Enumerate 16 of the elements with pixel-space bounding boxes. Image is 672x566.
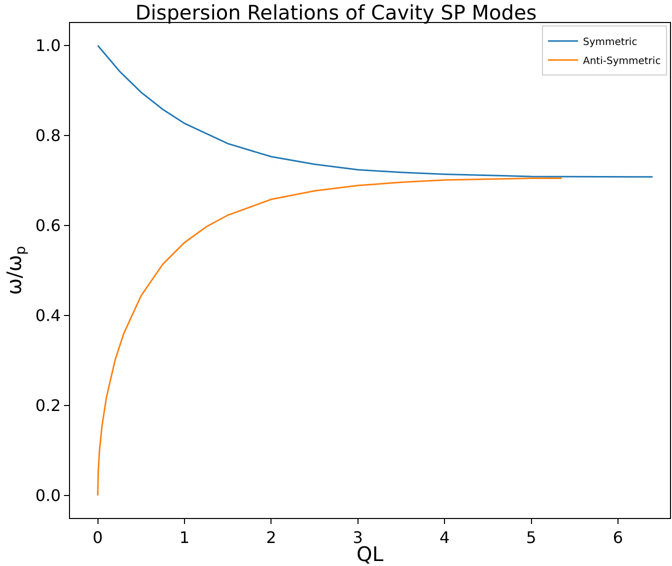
y-tick-label: 0.2 bbox=[35, 396, 61, 416]
x-tick-label: 5 bbox=[526, 528, 536, 548]
y-tick-label: 0.4 bbox=[35, 306, 61, 326]
y-tick-label: 1.0 bbox=[35, 36, 61, 56]
x-tick-label: 6 bbox=[612, 528, 624, 548]
x-tick-label: 1 bbox=[179, 528, 190, 548]
chart-title: Dispersion Relations of Cavity SP Modes bbox=[135, 0, 537, 25]
x-tick-label: 2 bbox=[266, 528, 276, 548]
legend-label: Anti-Symmetric bbox=[583, 56, 661, 67]
y-tick-label: 0.8 bbox=[35, 126, 61, 146]
x-tick-label: 4 bbox=[439, 528, 450, 548]
y-tick-label: 0.6 bbox=[35, 216, 61, 236]
x-tick-label: 0 bbox=[92, 528, 103, 548]
legend-label: Symmetric bbox=[583, 36, 638, 48]
line-series bbox=[97, 178, 562, 496]
y-tick-label: 0.0 bbox=[35, 486, 61, 506]
